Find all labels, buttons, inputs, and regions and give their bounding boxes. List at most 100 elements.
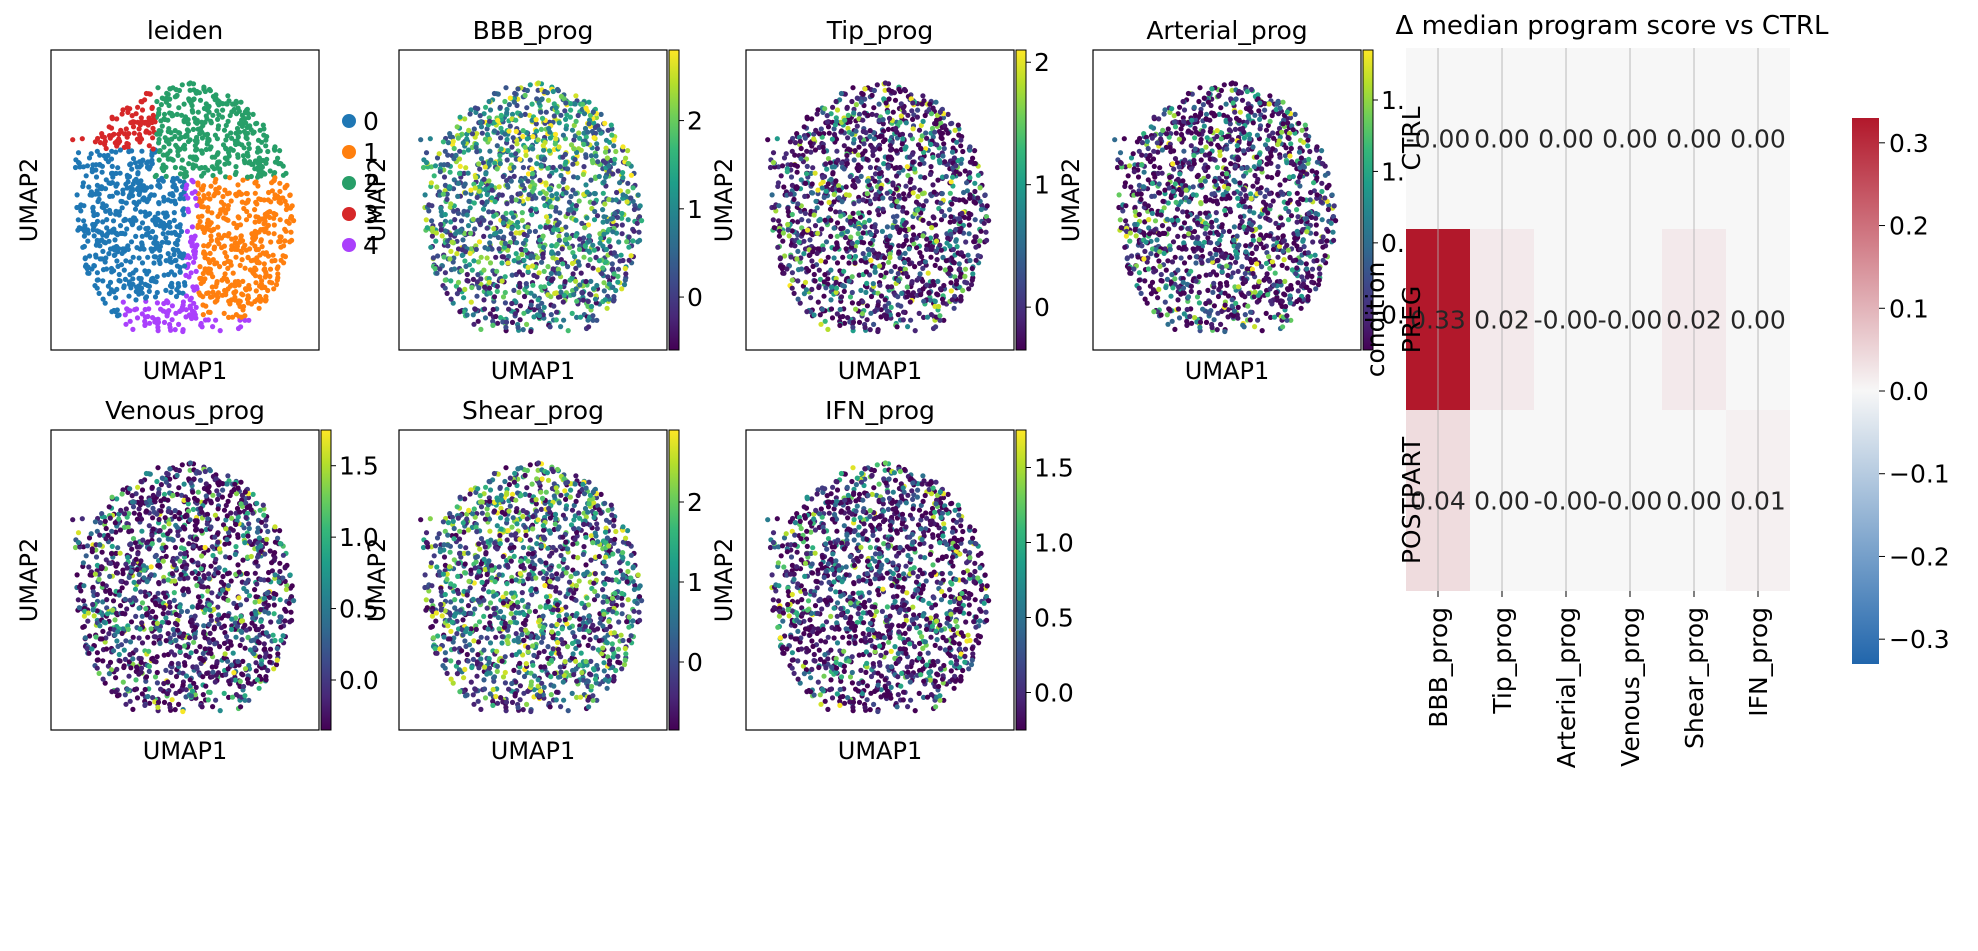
- data-point: [894, 198, 900, 204]
- data-point: [112, 237, 118, 243]
- data-point: [193, 268, 199, 274]
- data-point: [109, 163, 115, 169]
- data-point: [884, 308, 891, 314]
- data-point: [486, 209, 492, 215]
- data-point: [605, 274, 611, 280]
- data-point: [823, 285, 829, 291]
- data-point: [858, 99, 865, 105]
- data-point: [189, 177, 195, 183]
- data-point: [172, 133, 178, 140]
- data-point: [975, 172, 982, 178]
- colorbar: 012: [1015, 48, 1050, 351]
- data-point: [225, 118, 231, 124]
- data-point: [429, 203, 435, 209]
- data-point: [809, 190, 816, 196]
- data-point: [815, 187, 821, 193]
- data-point: [557, 164, 563, 170]
- data-point: [912, 328, 918, 334]
- data-point: [237, 129, 243, 135]
- data-point: [815, 230, 821, 236]
- data-point: [620, 192, 626, 198]
- data-point: [867, 327, 873, 333]
- data-point: [554, 109, 560, 115]
- data-point: [549, 193, 555, 199]
- data-point: [608, 122, 614, 128]
- data-point: [212, 154, 218, 160]
- data-point: [893, 186, 899, 192]
- data-point: [169, 191, 175, 197]
- data-point: [481, 217, 487, 223]
- data-point: [977, 238, 983, 244]
- data-point: [75, 150, 82, 156]
- data-point: [551, 303, 557, 309]
- data-point: [239, 257, 245, 263]
- data-point: [216, 185, 222, 191]
- data-point: [509, 225, 515, 231]
- data-point: [464, 212, 470, 218]
- data-point: [542, 202, 548, 209]
- data-point: [455, 279, 462, 285]
- data-point: [192, 312, 198, 318]
- data-point: [243, 247, 249, 253]
- data-point: [826, 199, 832, 205]
- data-point: [1270, 198, 1276, 204]
- data-point: [570, 271, 576, 277]
- data-point: [527, 82, 533, 88]
- data-point: [259, 244, 265, 250]
- data-point: [171, 217, 177, 223]
- data-point: [569, 260, 576, 266]
- data-point: [207, 266, 213, 272]
- data-point: [967, 175, 973, 181]
- data-point: [606, 196, 612, 203]
- data-point: [237, 222, 244, 228]
- data-point: [620, 175, 626, 181]
- data-point: [114, 181, 120, 187]
- data-point: [146, 288, 152, 294]
- data-point: [243, 217, 250, 223]
- data-point: [1201, 95, 1207, 101]
- data-point: [179, 82, 185, 88]
- plot-frame: [398, 49, 668, 351]
- data-point: [161, 198, 167, 204]
- data-point: [923, 246, 930, 252]
- data-point: [579, 290, 585, 296]
- data-point: [504, 157, 510, 163]
- data-point: [949, 120, 955, 126]
- data-point: [871, 136, 877, 142]
- data-point: [83, 173, 89, 179]
- data-point: [828, 297, 834, 303]
- data-point: [846, 260, 852, 266]
- data-point: [948, 231, 954, 237]
- data-point: [268, 239, 274, 245]
- data-point: [564, 232, 570, 238]
- colorbar-gradient: [668, 49, 680, 351]
- data-point: [917, 271, 923, 277]
- data-point: [784, 266, 790, 272]
- data-point: [497, 228, 504, 235]
- data-point: [231, 220, 237, 226]
- data-point: [272, 170, 278, 176]
- data-point: [212, 261, 218, 267]
- data-point: [568, 193, 574, 200]
- data-point: [590, 317, 596, 323]
- data-point: [535, 80, 542, 86]
- data-point: [922, 259, 929, 265]
- data-point: [463, 165, 469, 171]
- data-point: [127, 259, 134, 265]
- data-point: [921, 298, 927, 304]
- data-point: [197, 165, 203, 171]
- data-point: [478, 254, 484, 260]
- data-point: [168, 289, 174, 295]
- data-point: [538, 163, 545, 169]
- data-point: [253, 179, 259, 185]
- data-point: [955, 122, 961, 128]
- data-point: [882, 137, 888, 143]
- data-point: [128, 239, 135, 245]
- data-point: [558, 289, 564, 295]
- data-point: [597, 240, 603, 246]
- data-point: [80, 244, 86, 250]
- data-point: [147, 234, 153, 241]
- data-point: [900, 105, 906, 111]
- legend-label: 3: [363, 200, 379, 229]
- data-point: [206, 222, 213, 228]
